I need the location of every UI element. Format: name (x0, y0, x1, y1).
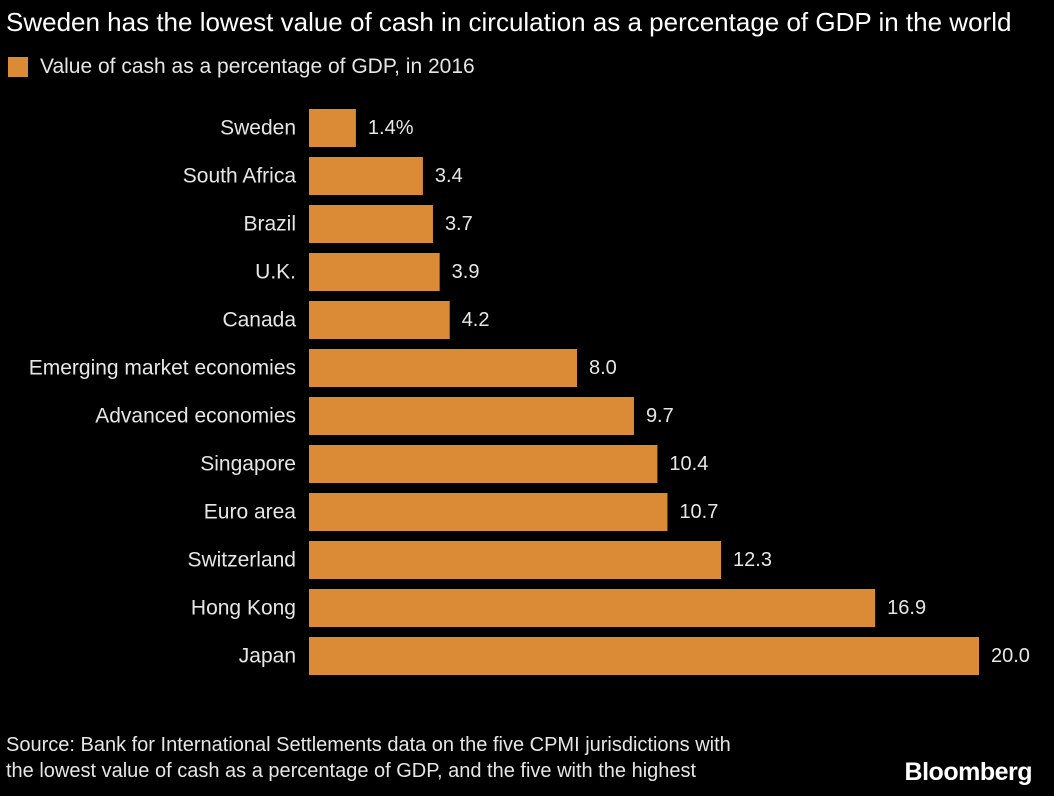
bar (309, 109, 356, 147)
category-label: Singapore (200, 453, 296, 476)
bar (309, 445, 658, 483)
data-label: 3.7 (445, 213, 473, 235)
category-label: Hong Kong (191, 597, 296, 620)
bar (309, 493, 668, 531)
bar (309, 349, 577, 387)
source-line-2: the lowest value of cash as a percentage… (6, 760, 697, 782)
data-label: 3.9 (452, 261, 480, 283)
chart-title: Sweden has the lowest value of cash in c… (6, 7, 1012, 37)
bar (309, 253, 440, 291)
source-note: Source: Bank for International Settlemen… (6, 732, 886, 784)
bar (309, 205, 433, 243)
legend-label: Value of cash as a percentage of GDP, in… (40, 55, 475, 78)
data-label: 20.0 (991, 645, 1030, 667)
category-label: South Africa (183, 165, 297, 188)
category-label: Advanced economies (95, 405, 296, 428)
bar-chart: Sweden 1.4% South Africa 3.4 Brazil 3.7 U.K. 3.… (29, 109, 1030, 675)
source-line-1: Source: Bank for International Settlemen… (6, 734, 731, 756)
data-label: 8.0 (589, 357, 617, 379)
data-label: 12.3 (733, 549, 772, 571)
category-label: Emerging market economies (29, 357, 296, 380)
bar (309, 397, 634, 435)
data-label: 3.4 (435, 165, 463, 187)
bar (309, 541, 722, 579)
legend-swatch (8, 57, 28, 77)
category-label: Brazil (243, 213, 296, 236)
category-label: Sweden (220, 117, 296, 140)
legend: Value of cash as a percentage of GDP, in… (8, 54, 475, 80)
data-label: 16.9 (887, 597, 926, 619)
category-label: Japan (239, 645, 296, 668)
category-label: Euro area (204, 501, 297, 524)
category-label: U.K. (255, 261, 296, 284)
bar (309, 301, 450, 339)
bar (309, 157, 423, 195)
category-label: Switzerland (187, 549, 296, 572)
bar (309, 637, 979, 675)
data-label: 10.4 (669, 453, 708, 475)
data-label: 4.2 (462, 309, 490, 331)
data-label: 10.7 (679, 501, 718, 523)
bar (309, 589, 876, 627)
bloomberg-logo: Bloomberg (904, 758, 1033, 786)
data-label: 9.7 (646, 405, 674, 427)
data-label: 1.4% (368, 117, 414, 139)
category-label: Canada (222, 309, 296, 332)
